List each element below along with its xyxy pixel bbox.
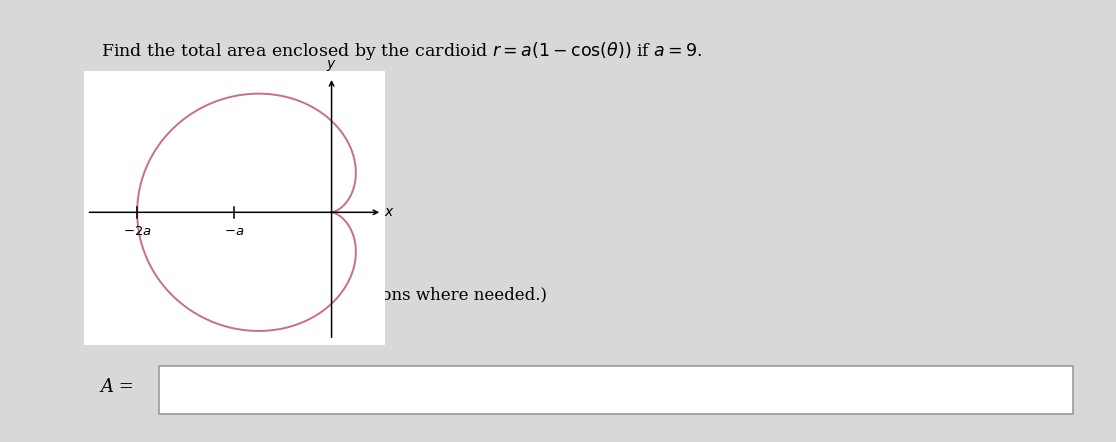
Text: (Use symbolic notation and fractions where needed.): (Use symbolic notation and fractions whe… bbox=[100, 287, 547, 304]
Text: $-a$: $-a$ bbox=[224, 225, 244, 238]
Text: A =: A = bbox=[100, 378, 135, 396]
Bar bbox=[160, 366, 1074, 414]
Text: $x$: $x$ bbox=[384, 205, 395, 219]
Text: Find the total area enclosed by the cardioid $r = a(1 - \cos(\theta))$ if $a = 9: Find the total area enclosed by the card… bbox=[100, 40, 702, 62]
Text: $y$: $y$ bbox=[326, 58, 337, 73]
Text: $-2a$: $-2a$ bbox=[123, 225, 152, 238]
